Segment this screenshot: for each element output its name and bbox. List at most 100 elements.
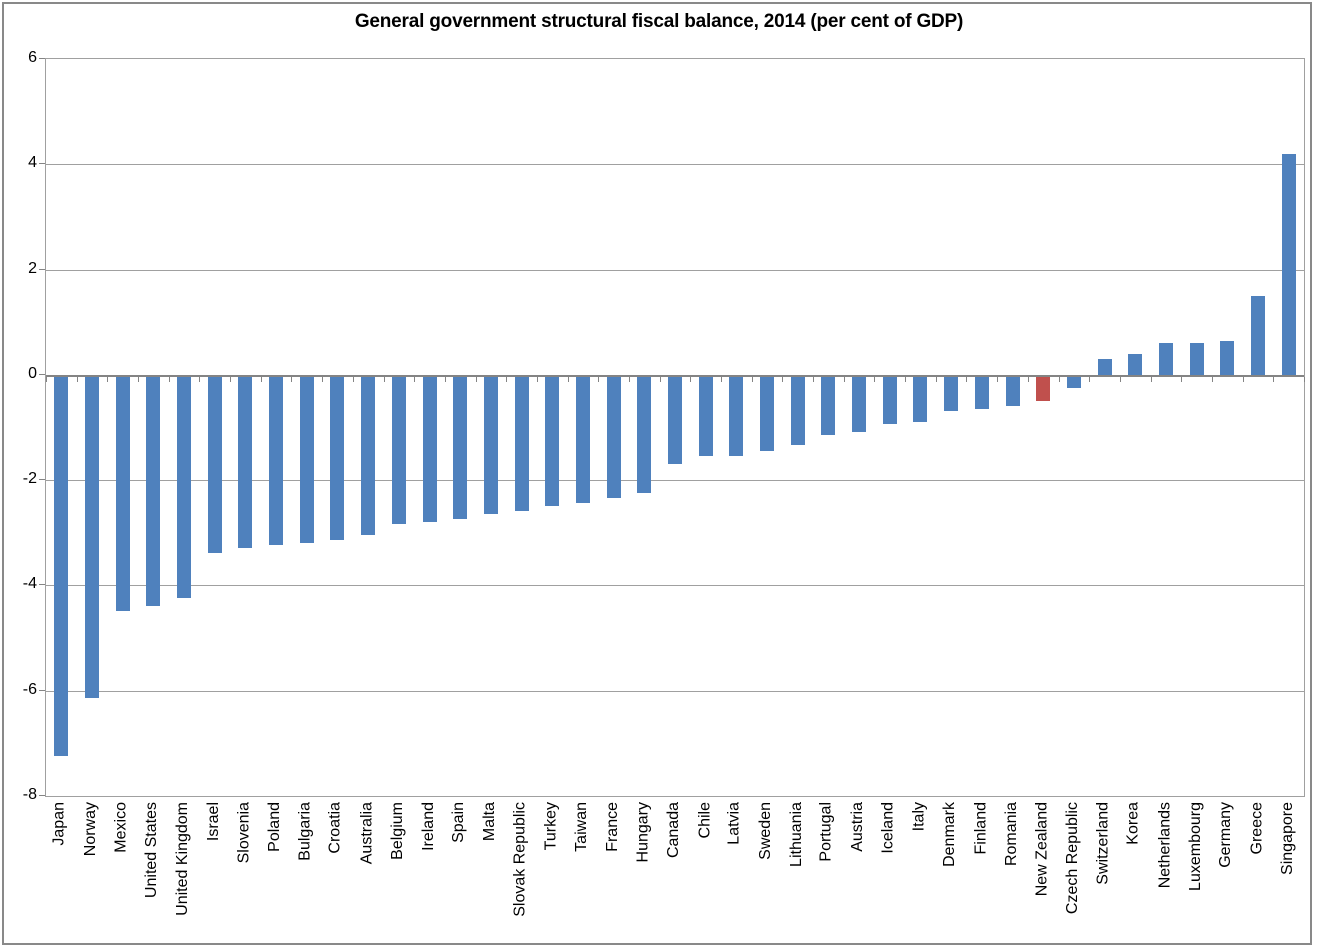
bar-japan <box>54 377 68 756</box>
x-axis-tick <box>1028 377 1029 382</box>
bar-croatia <box>330 377 344 540</box>
bar-united-states <box>146 377 160 606</box>
x-axis-label: France <box>604 802 621 852</box>
x-axis-label: Latvia <box>726 802 743 845</box>
x-axis-line <box>46 375 1304 377</box>
bar-malta <box>484 377 498 514</box>
x-axis-tick <box>568 377 569 382</box>
x-axis-label: Mexico <box>113 802 130 853</box>
bar-slovak-republic <box>515 377 529 511</box>
x-axis-tick <box>905 377 906 382</box>
x-axis-tick <box>1273 377 1274 382</box>
bar-denmark <box>944 377 958 411</box>
bar-taiwan <box>576 377 590 503</box>
y-axis-label: 0 <box>28 365 37 382</box>
x-axis-tick <box>322 377 323 382</box>
x-axis-tick <box>813 377 814 382</box>
bar-austria <box>852 377 866 432</box>
x-axis-label: Poland <box>266 802 283 852</box>
bar-australia <box>361 377 375 535</box>
x-axis-tick <box>997 377 998 382</box>
bar-canada <box>668 377 682 464</box>
bar-portugal <box>821 377 835 435</box>
bar-luxembourg <box>1190 343 1204 375</box>
x-axis-label: Canada <box>665 802 682 859</box>
bar-italy <box>913 377 927 422</box>
bar-united-kingdom <box>177 377 191 598</box>
bar-czech-republic <box>1067 377 1081 388</box>
bar-turkey <box>545 377 559 506</box>
x-axis-tick <box>506 377 507 382</box>
x-axis-tick <box>230 377 231 382</box>
x-axis-label: Romania <box>1003 802 1020 867</box>
x-axis-label: Netherlands <box>1156 802 1173 889</box>
x-axis-label: New Zealand <box>1033 802 1050 897</box>
x-axis-label: Ireland <box>420 802 437 851</box>
x-axis-tick <box>445 377 446 382</box>
x-axis-label: Taiwan <box>573 802 590 852</box>
x-axis-label: Luxembourg <box>1187 802 1204 891</box>
x-axis-label: Malta <box>481 802 498 842</box>
bar-lithuania <box>791 377 805 445</box>
gridline <box>46 164 1304 165</box>
bar-new-zealand <box>1036 377 1050 401</box>
x-axis-label: Korea <box>1125 802 1142 845</box>
x-axis-tick <box>936 377 937 382</box>
x-axis-tick <box>1304 377 1305 382</box>
y-axis-label: -8 <box>22 786 37 803</box>
x-axis-label: Belgium <box>389 802 406 860</box>
x-axis-label: Norway <box>82 802 99 857</box>
x-axis-label: Japan <box>51 802 68 846</box>
y-axis-tick <box>39 163 45 164</box>
x-axis-label: United Kingdom <box>174 802 191 916</box>
x-axis-tick <box>261 377 262 382</box>
x-axis-tick <box>414 377 415 382</box>
y-axis-tick <box>39 374 45 375</box>
x-axis-label: Portugal <box>818 802 835 862</box>
plot-area <box>45 58 1305 797</box>
x-axis-label: Austria <box>849 802 866 852</box>
x-axis-tick <box>1059 377 1060 382</box>
x-axis-tick <box>169 377 170 382</box>
x-axis-tick <box>598 377 599 382</box>
x-axis-label: Lithuania <box>788 802 805 867</box>
bar-latvia <box>729 377 743 456</box>
x-axis-label: Germany <box>1217 802 1234 868</box>
y-axis-label: -2 <box>22 470 37 487</box>
x-axis-tick <box>46 377 47 382</box>
bar-finland <box>975 377 989 409</box>
y-axis-label: -4 <box>22 575 37 592</box>
x-axis-tick <box>782 377 783 382</box>
x-axis-label: Chile <box>696 802 713 839</box>
x-axis-tick <box>138 377 139 382</box>
y-axis-tick <box>39 690 45 691</box>
x-axis-tick <box>353 377 354 382</box>
x-axis-label: Slovak Republic <box>512 802 529 917</box>
bar-bulgaria <box>300 377 314 543</box>
bar-singapore <box>1282 154 1296 375</box>
bar-spain <box>453 377 467 519</box>
bar-korea <box>1128 354 1142 375</box>
bar-switzerland <box>1098 359 1112 375</box>
x-axis-label: Iceland <box>880 802 897 854</box>
x-axis-tick <box>874 377 875 382</box>
x-axis-tick <box>476 377 477 382</box>
y-axis-tick <box>39 584 45 585</box>
y-axis-label: 2 <box>28 260 37 277</box>
x-axis-tick <box>752 377 753 382</box>
x-axis-tick <box>1089 377 1090 382</box>
gridline <box>46 691 1304 692</box>
bar-belgium <box>392 377 406 524</box>
bar-poland <box>269 377 283 545</box>
bar-sweden <box>760 377 774 451</box>
x-axis-tick <box>1151 377 1152 382</box>
x-axis-tick <box>844 377 845 382</box>
bar-chile <box>699 377 713 456</box>
bar-slovenia <box>238 377 252 548</box>
x-axis-label: Slovenia <box>235 802 252 864</box>
bar-ireland <box>423 377 437 522</box>
x-axis-label: Israel <box>205 802 222 842</box>
bar-norway <box>85 377 99 698</box>
bar-iceland <box>883 377 897 424</box>
